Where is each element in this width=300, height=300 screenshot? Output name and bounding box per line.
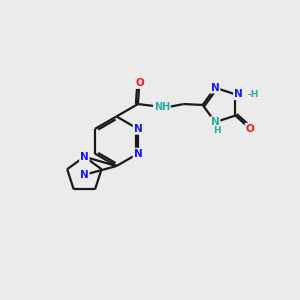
Text: O: O xyxy=(246,124,254,134)
Text: -H: -H xyxy=(248,90,259,99)
Text: NH: NH xyxy=(154,102,170,112)
Text: N: N xyxy=(211,117,220,127)
Text: O: O xyxy=(135,78,144,88)
Text: N: N xyxy=(234,89,243,99)
Text: N: N xyxy=(80,170,89,180)
Text: N: N xyxy=(134,148,142,159)
Text: N: N xyxy=(134,124,142,134)
Text: H: H xyxy=(213,126,220,135)
Text: N: N xyxy=(80,152,89,162)
Text: N: N xyxy=(211,83,220,93)
